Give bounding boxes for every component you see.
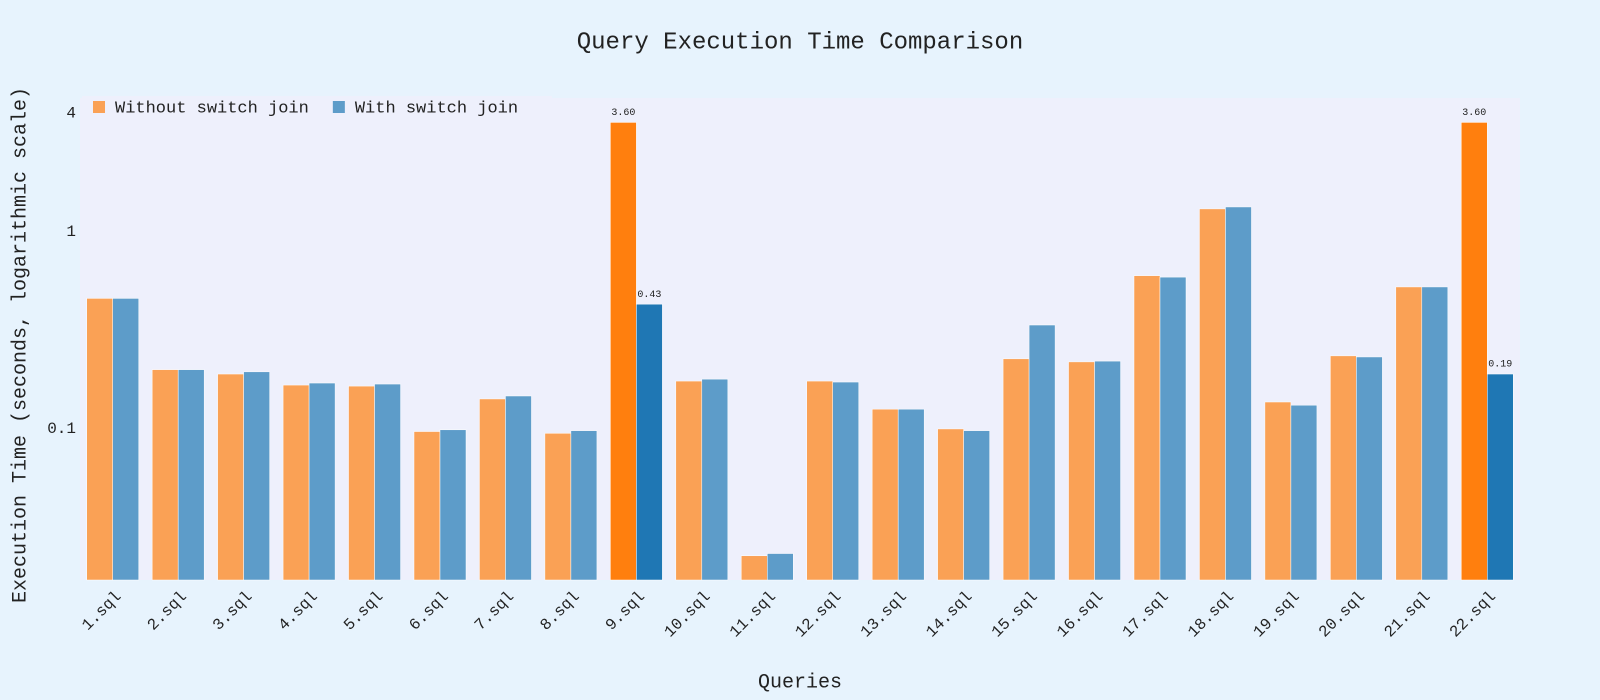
bar [308,382,336,581]
bar [1094,360,1121,581]
x-axis-title: Queries [758,671,842,694]
bar [570,430,598,581]
bar [675,380,703,581]
bar [86,298,113,581]
bar [479,398,506,581]
bar [1002,358,1030,581]
bar [832,381,859,581]
bar [505,395,532,581]
bar [348,385,375,581]
bar [897,408,925,581]
bar [112,298,139,581]
legend-label: With switch join [355,99,518,118]
value-label: 3.60 [611,108,635,119]
bar [636,303,663,581]
bar [217,373,244,581]
bar [701,378,729,581]
bar [1264,401,1292,581]
bar [439,429,467,581]
y-tick-label: 4 [66,105,76,123]
chart-title: Query Execution Time Comparison [577,29,1023,56]
value-label: 0.43 [637,290,661,301]
bar [1330,355,1357,581]
legend-label: Without switch join [115,99,309,118]
bar [544,433,572,581]
bar [767,553,794,581]
legend-box [82,96,552,122]
bar [1199,208,1226,581]
bar [282,384,310,581]
bar [1225,206,1252,581]
legend-swatch [93,101,105,113]
bar [806,380,833,581]
y-axis-title: Execution Time (seconds, logarithmic sca… [9,87,32,603]
bar [1356,356,1383,581]
bar [374,383,401,581]
bar [1159,276,1187,581]
bar [413,431,441,581]
bar [871,408,899,581]
bar [741,555,768,581]
y-tick-label: 1 [66,223,76,241]
bar [151,369,179,581]
legend-swatch [332,101,345,113]
bar [177,369,205,581]
value-label: 0.19 [1488,360,1512,371]
bar [1421,286,1449,581]
bar [1133,275,1161,581]
bar [1461,122,1488,581]
bar [1487,373,1514,581]
bar [243,371,270,581]
y-tick-label: 0.1 [47,420,76,438]
bar [1028,324,1056,581]
bar [963,430,990,581]
bar [1395,286,1423,581]
bar [610,122,637,581]
bar [1068,361,1095,581]
bar [1290,404,1318,581]
bar [937,428,964,581]
value-label: 3.60 [1462,108,1486,119]
